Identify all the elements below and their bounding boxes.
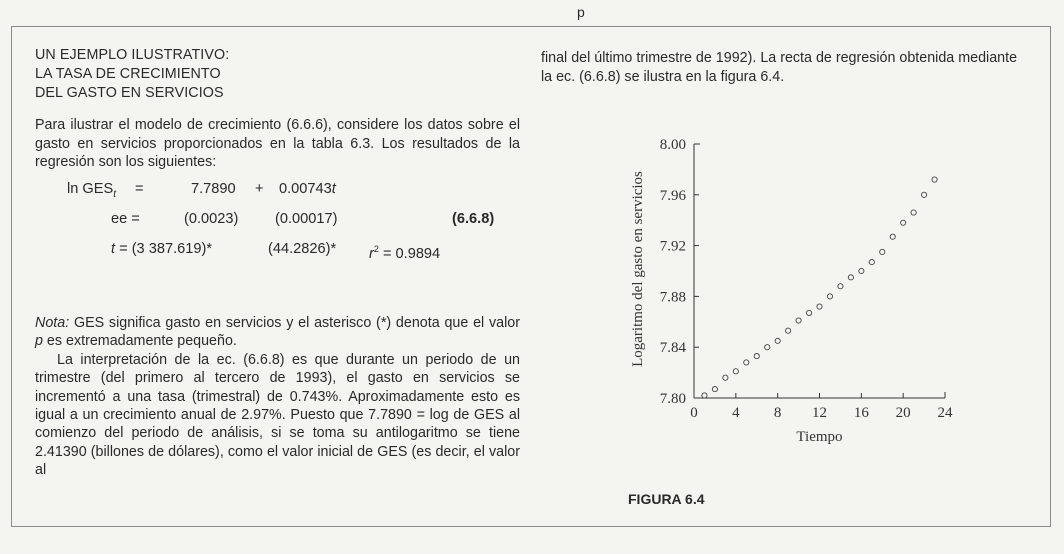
- eq-slope: 0.00743t: [279, 180, 336, 197]
- figure-caption: FIGURA 6.4: [628, 491, 705, 507]
- eq-se1: (0.0023): [184, 210, 239, 227]
- eq-se2: (0.00017): [275, 210, 338, 227]
- x-tick-label: 20: [896, 405, 911, 421]
- data-point: [900, 219, 907, 226]
- data-point: [931, 176, 938, 183]
- data-point: [879, 248, 886, 255]
- data-point: [795, 317, 802, 324]
- eq-t-stats: t = (3 387.619)*: [111, 240, 213, 257]
- heading-line-3: DEL GASTO EN SERVICIOS: [35, 85, 224, 101]
- x-tick-label: 4: [732, 405, 740, 421]
- eq-intercept: 7.7890: [191, 180, 236, 197]
- data-point: [910, 209, 917, 216]
- eq-plus: +: [255, 180, 264, 197]
- note-block: Nota: GES significa gasto en servicios y…: [35, 314, 520, 480]
- data-point: [837, 283, 844, 290]
- section-heading: UN EJEMPLO ILUSTRATIVO: LA TASA DE CRECI…: [35, 46, 520, 103]
- intro-paragraph: Para ilustrar el modelo de crecimiento (…: [35, 117, 520, 170]
- data-point: [764, 344, 771, 351]
- right-column-text: final del último trimestre de 1992). La …: [541, 50, 1018, 85]
- y-axis-label: Logaritmo del gasto en servicios: [630, 171, 646, 367]
- data-point: [701, 392, 708, 399]
- regression-equation: ln GESt = 7.7890 + 0.00743t ee = (0.0023…: [35, 180, 520, 272]
- x-axis-label: Tiempo: [796, 429, 842, 445]
- x-tick-label: 16: [854, 405, 870, 421]
- data-point: [816, 303, 823, 310]
- data-point: [785, 327, 792, 334]
- x-tick-label: 12: [812, 405, 827, 421]
- y-tick-label: 7.84: [660, 340, 687, 356]
- data-point: [774, 337, 781, 344]
- data-point: [868, 259, 875, 266]
- heading-line-1: UN EJEMPLO ILUSTRATIVO:: [35, 47, 230, 63]
- page-mark: p: [577, 4, 585, 20]
- data-point: [722, 374, 729, 381]
- data-point: [743, 359, 750, 366]
- eq-equals: =: [135, 180, 144, 197]
- x-tick-label: 8: [774, 405, 782, 421]
- data-point: [826, 293, 834, 300]
- y-tick-label: 7.92: [660, 239, 686, 255]
- note-paragraph: Nota: GES significa gasto en servicios y…: [35, 315, 520, 350]
- eq-t2: (44.2826)*: [268, 240, 337, 257]
- data-point: [711, 386, 718, 393]
- data-point: [921, 191, 928, 198]
- x-tick-label: 24: [938, 405, 954, 421]
- data-point: [858, 267, 865, 275]
- data-point: [889, 233, 896, 240]
- note-label: Nota:: [35, 315, 70, 331]
- y-tick-label: 8.00: [660, 137, 686, 153]
- y-tick-label: 7.88: [660, 289, 686, 305]
- y-tick-label: 7.96: [660, 188, 687, 204]
- left-column: UN EJEMPLO ILUSTRATIVO: LA TASA DE CRECI…: [35, 46, 520, 272]
- eq-number: (6.6.8): [452, 210, 495, 227]
- data-point: [753, 353, 760, 360]
- data-point: [847, 274, 854, 281]
- interpretation-paragraph: La interpretación de la ec. (6.6.8) es q…: [35, 351, 520, 479]
- heading-line-2: LA TASA DE CRECIMIENTO: [35, 66, 221, 82]
- content-box: [11, 26, 1051, 527]
- eq-se-label: ee =: [111, 210, 140, 227]
- x-tick-label: 0: [690, 405, 698, 421]
- eq-lhs: ln GESt: [67, 180, 117, 200]
- data-point: [805, 309, 813, 316]
- eq-r2: r2 = 0.9894: [369, 243, 441, 262]
- y-tick-label: 7.80: [660, 391, 686, 407]
- data-point: [732, 368, 739, 375]
